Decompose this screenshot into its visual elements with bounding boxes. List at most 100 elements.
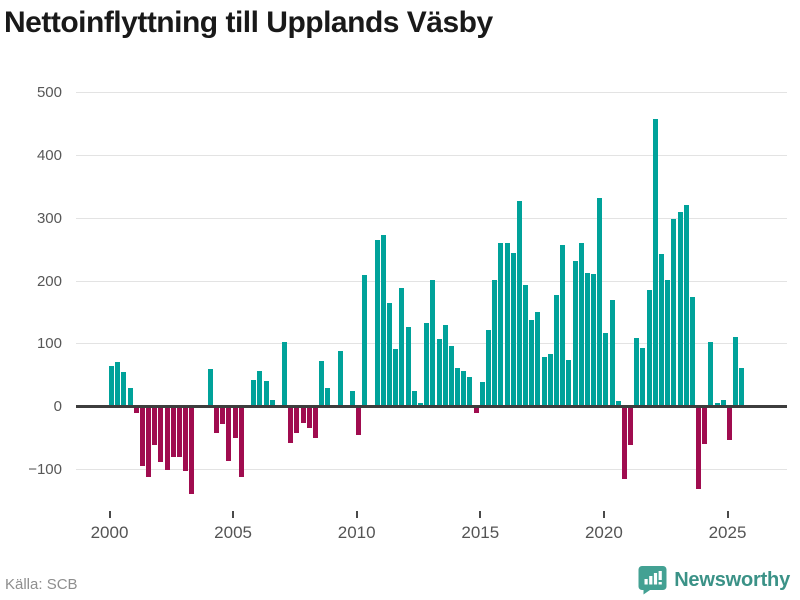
x-tick-label: 2000 (90, 523, 129, 542)
y-tick-label: 100 (36, 335, 62, 353)
bar-2004-q2 (214, 408, 220, 433)
y-tick-label: −100 (28, 460, 62, 478)
bar-2011-q3 (393, 349, 399, 406)
bar-2025-q1 (727, 408, 732, 440)
bar-2024-q3 (714, 402, 720, 406)
bar-2013-q3 (442, 324, 448, 406)
bar-2001-q1 (133, 408, 139, 413)
x-tick-2010 (355, 511, 358, 518)
bar-2010-q1 (356, 408, 362, 436)
bar-2012-q4 (424, 322, 430, 406)
bar-2022-q3 (665, 280, 671, 406)
bar-2020-q4 (621, 408, 627, 480)
bar-2011-q4 (399, 288, 405, 406)
x-tick-2000 (108, 511, 111, 518)
x-tick-2025 (726, 511, 729, 518)
y-tick-label: 200 (36, 272, 62, 290)
bar-2001-q2 (139, 408, 145, 466)
bar-2016-q4 (523, 285, 529, 406)
x-tick-label: 2020 (584, 523, 623, 542)
bar-2015-q1 (479, 381, 485, 406)
bar-2012-q1 (405, 326, 411, 406)
bar-2017-q4 (547, 353, 553, 406)
bar-2003-q1 (183, 408, 189, 471)
bar-2007-q1 (282, 342, 288, 406)
bar-2017-q3 (541, 356, 547, 406)
bar-2023-q3 (689, 296, 695, 406)
bar-2023-q4 (696, 408, 702, 489)
bar-2005-q1 (232, 408, 238, 438)
bar-2004-q3 (220, 408, 226, 424)
bar-2009-q2 (337, 351, 343, 406)
bar-2022-q1 (652, 119, 658, 406)
bar-2008-q3 (319, 360, 325, 406)
chart-title: Nettoinflyttning till Upplands Väsby (4, 6, 493, 39)
bar-2001-q3 (146, 408, 152, 478)
newsworthy-logo: Newsworthy (638, 565, 790, 595)
bar-2002-q2 (164, 408, 170, 470)
bar-2007-q3 (294, 408, 300, 434)
bar-2013-q2 (436, 338, 442, 406)
zero-axis-line (76, 405, 787, 409)
x-tick-label: 2025 (708, 523, 747, 542)
x-tick-label: 2010 (337, 523, 376, 542)
y-tick-label: 500 (36, 84, 62, 102)
bar-2008-q4 (325, 387, 331, 406)
bar-2011-q2 (387, 302, 393, 406)
bar-2000-q2 (115, 361, 121, 406)
x-tick-2015 (479, 511, 482, 518)
bar-2005-q4 (251, 380, 257, 406)
y-tick-label: 300 (36, 209, 62, 227)
bar-2022-q4 (671, 218, 677, 406)
bar-2013-q4 (448, 345, 454, 406)
bar-2019-q3 (591, 274, 597, 406)
bar-2005-q2 (238, 408, 244, 478)
bar-2008-q1 (306, 408, 312, 429)
x-tick-2020 (602, 511, 605, 518)
bar-2004-q4 (226, 408, 232, 461)
bar-2012-q3 (418, 402, 423, 406)
bar-2010-q4 (374, 240, 380, 406)
bar-2014-q1 (455, 367, 461, 406)
y-tick-label: 400 (36, 147, 62, 165)
bar-2018-q1 (553, 294, 559, 406)
bar-2014-q3 (467, 376, 473, 406)
bar-2002-q1 (158, 408, 164, 462)
bar-2007-q4 (300, 408, 306, 424)
bar-2002-q4 (176, 408, 182, 458)
bar-2016-q2 (510, 252, 516, 406)
bar-2006-q2 (263, 381, 269, 406)
bar-2013-q1 (430, 279, 436, 406)
bar-2024-q2 (708, 341, 714, 406)
bar-2019-q1 (578, 243, 584, 406)
y-tick-label: 0 (53, 398, 62, 416)
bar-2018-q3 (566, 360, 572, 406)
bar-2000-q3 (121, 371, 127, 406)
bar-2007-q2 (288, 408, 294, 444)
bar-2004-q1 (207, 369, 213, 406)
bar-2015-q2 (485, 329, 491, 406)
bar-2006-q3 (269, 400, 275, 406)
bar-2011-q1 (380, 234, 386, 406)
bar-2021-q3 (640, 348, 646, 406)
bar-2017-q1 (529, 319, 535, 406)
bar-2010-q2 (362, 275, 368, 406)
bar-2016-q1 (504, 242, 510, 406)
bar-2021-q1 (628, 408, 634, 445)
bar-2017-q2 (535, 311, 541, 406)
bar-2022-q2 (659, 253, 665, 406)
bar-2014-q4 (473, 408, 479, 414)
bar-2001-q4 (152, 408, 158, 445)
bar-2006-q1 (257, 371, 263, 406)
bar-2003-q2 (189, 408, 195, 495)
bar-2021-q4 (646, 290, 652, 406)
bar-2015-q3 (492, 280, 498, 406)
bar-2000-q4 (127, 388, 133, 406)
bar-2008-q2 (312, 408, 318, 439)
bar-2018-q2 (560, 245, 566, 406)
gridline-400 (76, 155, 787, 157)
bar-2020-q2 (609, 300, 615, 406)
bar-2000-q1 (109, 365, 114, 406)
bar-2019-q2 (584, 273, 590, 406)
